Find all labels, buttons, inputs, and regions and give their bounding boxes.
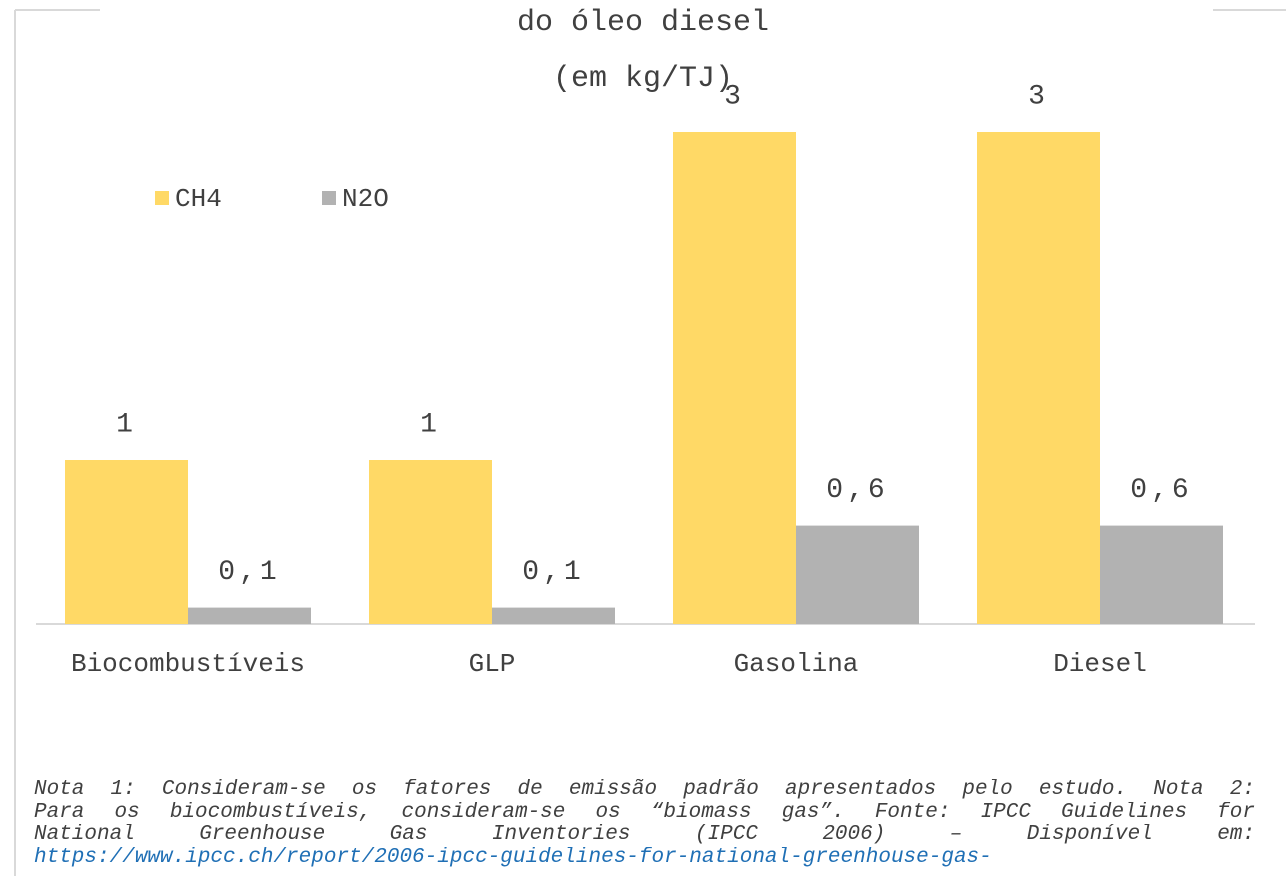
bar [1100, 525, 1223, 624]
data-label: 0,6 [826, 475, 888, 506]
data-label: 3 [724, 81, 745, 112]
legend-label: CH4 [175, 184, 222, 214]
data-label: 3 [1028, 81, 1049, 112]
chart-title: do óleo diesel [517, 6, 769, 40]
legend-swatch [155, 191, 169, 205]
note: Nota 1: Consideram-se os fatores de emis… [34, 779, 1255, 869]
bar [188, 607, 311, 624]
x-tick-label: Diesel [1053, 649, 1147, 679]
x-tick-label: GLP [469, 649, 516, 679]
data-label: 0,1 [218, 557, 280, 588]
bar [492, 607, 615, 624]
note-line: Nota 1: Consideram-se os fatores de emis… [34, 779, 1255, 801]
x-tick-label: Gasolina [734, 649, 859, 679]
bar [369, 460, 492, 624]
data-label: 1 [420, 409, 441, 440]
chart-title: (em kg/TJ) [553, 62, 733, 96]
note-line: National Greenhouse Gas Inventories (IPC… [34, 824, 1255, 846]
data-label: 0,6 [1130, 475, 1192, 506]
bar [673, 132, 796, 624]
x-tick-label: Biocombustíveis [71, 649, 305, 679]
bar [796, 525, 919, 624]
data-label: 0,1 [522, 557, 584, 588]
note-line: Para os biocombustíveis, consideram-se o… [34, 801, 1255, 824]
bar [65, 460, 188, 624]
note-link[interactable]: https://www.ipcc.ch/report/2006-ipcc-gui… [34, 846, 992, 869]
data-label: 1 [116, 409, 137, 440]
bar [977, 132, 1100, 624]
legend-label: N2O [342, 184, 389, 214]
legend-swatch [322, 191, 336, 205]
